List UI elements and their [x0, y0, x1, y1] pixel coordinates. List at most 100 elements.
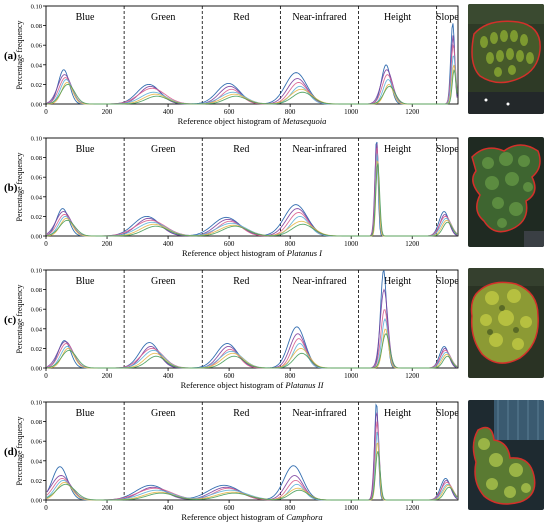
section-label: Green: [151, 408, 175, 419]
x-tick-label: 800: [285, 504, 296, 512]
x-tick-label: 600: [224, 504, 235, 512]
x-tick-label: 400: [163, 108, 174, 116]
y-axis-label: Percentage frequency: [15, 416, 24, 485]
x-tick-label: 1000: [344, 240, 359, 248]
series-line: [46, 153, 458, 237]
y-axis-label: Percentage frequency: [15, 284, 24, 353]
section-label: Near-infrared: [292, 276, 346, 287]
thumbnail-d: [468, 400, 544, 510]
series-line: [46, 333, 458, 369]
section-label: Height: [384, 144, 411, 155]
section-label: Green: [151, 12, 175, 23]
x-axis-label: Reference object histogram of Platanus I…: [181, 380, 325, 390]
x-axis-label: Reference object histogram of Camphora: [181, 512, 322, 522]
section-label: Blue: [76, 144, 95, 155]
y-tick-label: 0.06: [31, 175, 43, 182]
y-tick-label: 0.04: [31, 326, 43, 333]
section-label: Near-infrared: [292, 12, 346, 23]
y-axis-label: Percentage frequency: [15, 152, 24, 221]
thumbnail-image-a: [468, 4, 544, 114]
section-label: Slope: [436, 12, 459, 23]
section-label: Slope: [436, 408, 459, 419]
series-line: [46, 69, 458, 105]
y-tick-label: 0.06: [31, 307, 43, 314]
panel-d: Blue Green Red Near-infrared Height Slope 0.00…: [4, 400, 459, 523]
series-line: [46, 317, 458, 369]
x-tick-label: 1000: [344, 372, 359, 380]
x-tick-label: 600: [224, 108, 235, 116]
section-label: Red: [233, 12, 249, 23]
panel-a: Blue Green Red Near-infrared Height Slope 0.00…: [4, 4, 459, 127]
series-line: [46, 23, 458, 105]
x-tick-label: 200: [102, 108, 113, 116]
series-line: [46, 160, 458, 237]
x-tick-label: 0: [44, 108, 48, 116]
x-tick-label: 0: [44, 372, 48, 380]
plot-frame: [45, 269, 459, 369]
section-label: Red: [233, 144, 249, 155]
x-tick-label: 800: [285, 372, 296, 380]
y-tick-label: 0.06: [31, 43, 43, 50]
section-label: Red: [233, 408, 249, 419]
y-tick-label: 0.10: [31, 400, 42, 407]
y-tick-label: 0.08: [31, 419, 42, 426]
y-tick-label: 0.10: [31, 4, 42, 11]
thumbnail-image-b: [468, 137, 544, 247]
panel-label: (a): [4, 50, 17, 62]
y-tick-label: 0.06: [31, 439, 43, 446]
y-tick-label: 0.00: [31, 366, 42, 373]
series-line: [46, 431, 458, 501]
thumbnail-b: [468, 137, 544, 247]
panel-label: (d): [4, 446, 18, 458]
section-label: Near-infrared: [292, 144, 346, 155]
x-tick-label: 200: [102, 504, 113, 512]
series-line: [46, 328, 458, 369]
plot-frame: [45, 137, 459, 237]
x-tick-label: 800: [285, 108, 296, 116]
y-tick-label: 0.10: [31, 136, 42, 143]
section-label: Blue: [76, 408, 95, 419]
y-tick-label: 0.00: [31, 498, 42, 505]
panel-b: Blue Green Red Near-infrared Height Slope 0.00…: [4, 136, 459, 259]
series-line: [46, 143, 458, 237]
x-tick-label: 200: [102, 372, 113, 380]
x-tick-label: 1000: [344, 504, 359, 512]
x-tick-label: 1200: [405, 240, 420, 248]
y-tick-label: 0.04: [31, 62, 43, 69]
x-tick-label: 1000: [344, 108, 359, 116]
x-tick-label: 400: [163, 504, 174, 512]
y-tick-label: 0.00: [31, 102, 42, 109]
plot-frame: [45, 401, 459, 501]
series-line: [46, 288, 458, 369]
panel-label: (c): [4, 314, 17, 326]
thumbnail-image-d: [468, 400, 544, 510]
section-label: Height: [384, 276, 411, 287]
thumbnail-c: [468, 268, 544, 378]
x-tick-label: 1200: [405, 108, 420, 116]
y-tick-label: 0.04: [31, 458, 43, 465]
section-label: Height: [384, 408, 411, 419]
section-label: Green: [151, 276, 175, 287]
thumbnail-image-c: [468, 268, 544, 378]
x-tick-label: 400: [163, 240, 174, 248]
x-tick-label: 600: [224, 240, 235, 248]
y-tick-label: 0.10: [31, 268, 42, 275]
y-tick-label: 0.02: [31, 478, 42, 485]
section-label: Slope: [436, 276, 459, 287]
section-label: Slope: [436, 144, 459, 155]
section-label: Height: [384, 12, 411, 23]
plot-frame: [45, 5, 459, 105]
y-axis-label: Percentage frequency: [15, 20, 24, 89]
x-tick-label: 200: [102, 240, 113, 248]
series-line: [46, 141, 458, 237]
panel-label: (b): [4, 182, 18, 194]
x-tick-label: 600: [224, 372, 235, 380]
section-label: Near-infrared: [292, 408, 346, 419]
series-line: [46, 442, 458, 501]
section-label: Blue: [76, 12, 95, 23]
y-tick-label: 0.02: [31, 214, 42, 221]
x-tick-label: 1200: [405, 504, 420, 512]
series-line: [46, 421, 458, 501]
section-label: Blue: [76, 276, 95, 287]
